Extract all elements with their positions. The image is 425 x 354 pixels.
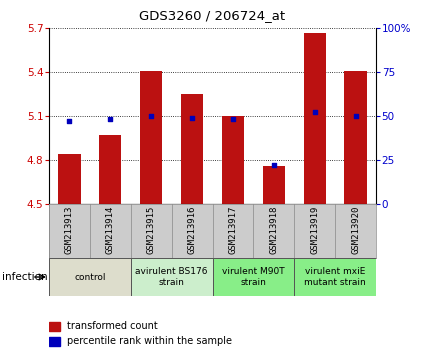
Bar [294, 258, 376, 296]
Bar [49, 337, 60, 346]
Point [312, 110, 318, 115]
Text: virulent mxiE
mutant strain: virulent mxiE mutant strain [304, 267, 366, 287]
Text: avirulent BS176
strain: avirulent BS176 strain [135, 267, 208, 287]
Bar [140, 71, 162, 204]
Text: GSM213920: GSM213920 [351, 206, 360, 254]
Text: GSM213917: GSM213917 [229, 206, 238, 254]
Point [270, 162, 277, 168]
Point [66, 118, 73, 124]
Bar [222, 116, 244, 204]
Bar [344, 71, 367, 204]
Bar [263, 166, 285, 204]
Text: GSM213918: GSM213918 [269, 206, 278, 254]
Bar [58, 154, 81, 204]
Text: GSM213914: GSM213914 [106, 206, 115, 254]
Text: GSM213919: GSM213919 [310, 206, 319, 254]
Text: control: control [74, 273, 105, 281]
Text: GSM213913: GSM213913 [65, 206, 74, 254]
Text: GSM213916: GSM213916 [187, 206, 196, 254]
Bar [303, 33, 326, 204]
Point [230, 116, 236, 122]
Point [352, 113, 359, 119]
Bar [181, 94, 203, 204]
Point [148, 113, 155, 119]
Bar [212, 258, 294, 296]
Point [189, 115, 196, 120]
Text: infection: infection [2, 272, 48, 282]
Text: GDS3260 / 206724_at: GDS3260 / 206724_at [139, 9, 286, 22]
Text: transformed count: transformed count [67, 321, 158, 331]
Bar [49, 322, 60, 331]
Text: GSM213915: GSM213915 [147, 206, 156, 254]
Bar [49, 258, 131, 296]
Text: percentile rank within the sample: percentile rank within the sample [67, 336, 232, 346]
Point [107, 116, 113, 122]
Bar [99, 135, 122, 204]
Text: virulent M90T
strain: virulent M90T strain [222, 267, 285, 287]
Bar [131, 258, 212, 296]
